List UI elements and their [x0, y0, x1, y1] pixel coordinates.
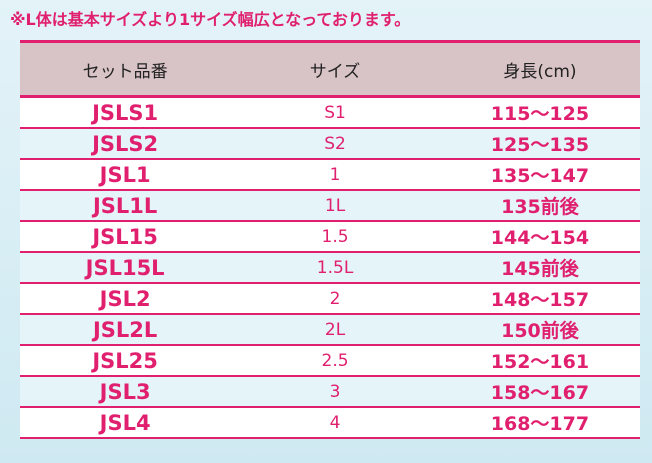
table-cell: 145前後 [439, 252, 640, 284]
table-cell: 4 [230, 407, 440, 439]
table-cell: 125〜135 [439, 128, 640, 160]
table-row: JSLS2 S2 125〜135 [20, 128, 640, 160]
table-cell: S1 [230, 96, 440, 129]
table-cell: JSL15 [20, 221, 231, 253]
note: ※L体は基本サイズより1サイズ幅広となっております。 [10, 10, 411, 29]
header-cell: 身長(cm) [439, 40, 640, 98]
table-cell: JSL1L [20, 190, 231, 222]
table-row: JSL2 2 148〜157 [20, 283, 640, 315]
table-row: JSL1L 1L 135前後 [20, 190, 640, 222]
table-cell: 2.5 [230, 345, 440, 377]
table-row: JSLS1 S1 115〜125 [20, 96, 640, 129]
table-row: JSL25 2.5 152〜161 [20, 345, 640, 377]
table-cell: 2L [230, 314, 440, 346]
table-row: JSL1 1 135〜147 [20, 159, 640, 191]
size-table: セット品番 サイズ 身長(cm) JSLS1 S1 115〜125 JSLS2 S2 125〜… [20, 40, 640, 439]
table-cell: JSLS1 [20, 96, 231, 129]
table-cell: 168〜177 [439, 407, 640, 439]
table-cell: 150前後 [439, 314, 640, 346]
table-cell: 144〜154 [439, 221, 640, 253]
table-cell: 115〜125 [439, 96, 640, 129]
table-cell: JSL2L [20, 314, 231, 346]
table-cell: JSL4 [20, 407, 231, 439]
header-cell: サイズ [230, 40, 440, 98]
table-cell: JSL2 [20, 283, 231, 315]
table-cell: 1 [230, 159, 440, 191]
table-cell: JSLS2 [20, 128, 231, 160]
table-cell: S2 [230, 128, 440, 160]
table-row: JSL15L 1.5L 145前後 [20, 252, 640, 284]
table-row: JSL4 4 168〜177 [20, 407, 640, 439]
table-row: JSL15 1.5 144〜154 [20, 221, 640, 253]
table-cell: 1.5L [230, 252, 440, 284]
table-row: JSL3 3 158〜167 [20, 376, 640, 408]
table-cell: 2 [230, 283, 440, 315]
table-cell: JSL3 [20, 376, 231, 408]
table-cell: JSL1 [20, 159, 231, 191]
table-cell: 135〜147 [439, 159, 640, 191]
table-cell: 148〜157 [439, 283, 640, 315]
header-cell: セット品番 [20, 40, 231, 98]
table-body: JSLS1 S1 115〜125 JSLS2 S2 125〜135 JSL1 1 135〜147… [20, 96, 640, 439]
table-cell: 158〜167 [439, 376, 640, 408]
table-row: JSL2L 2L 150前後 [20, 314, 640, 346]
header-row: セット品番 サイズ 身長(cm) [20, 40, 640, 98]
table-cell: 1.5 [230, 221, 440, 253]
table-cell: 1L [230, 190, 440, 222]
table-cell: 3 [230, 376, 440, 408]
table-cell: 135前後 [439, 190, 640, 222]
table-cell: JSL25 [20, 345, 231, 377]
table-cell: JSL15L [20, 252, 231, 284]
table-cell: 152〜161 [439, 345, 640, 377]
